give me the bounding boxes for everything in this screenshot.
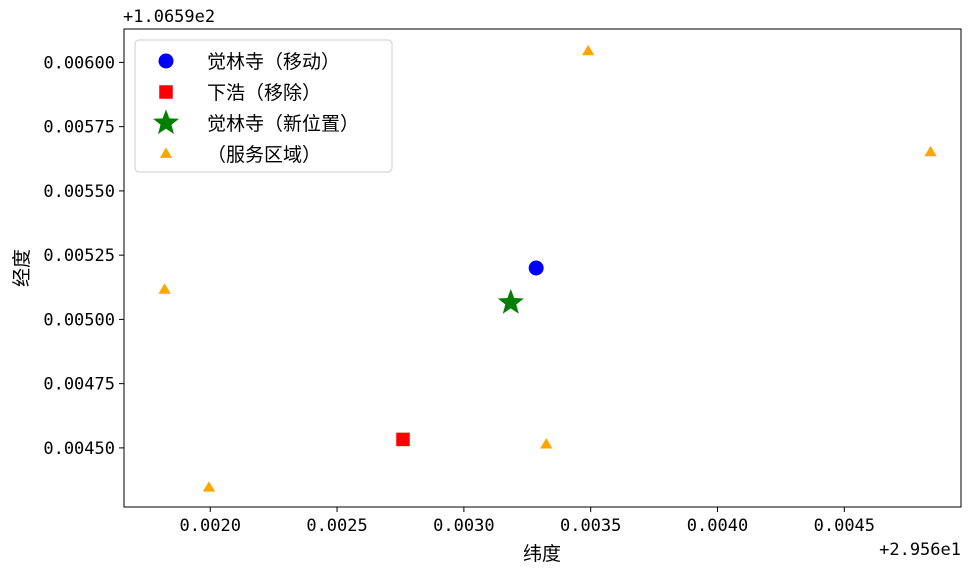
legend-marker-square — [159, 85, 173, 99]
y-tick-label: 0.00525 — [43, 246, 115, 266]
y-tick-label: 0.00500 — [43, 310, 115, 330]
data-point-star — [497, 289, 524, 314]
y-offset-label: +1.0659e2 — [123, 7, 215, 27]
x-tick-label: 0.0020 — [180, 516, 241, 536]
legend-marker-triangle — [159, 147, 173, 158]
data-point-triangle — [202, 481, 216, 492]
legend-label: 觉林寺（移动） — [207, 51, 340, 73]
x-tick-label: 0.0030 — [433, 516, 494, 536]
legend-box — [134, 39, 393, 173]
y-tick-label: 0.00475 — [43, 375, 115, 395]
x-offset-label: +2.956e1 — [879, 540, 961, 560]
y-tick-label: 0.00600 — [43, 53, 115, 73]
data-points — [158, 44, 937, 492]
data-point-square — [396, 432, 410, 447]
y-tick-label: 0.00450 — [43, 439, 115, 459]
x-axis: 0.0020 0.0025 0.0030 0.0035 0.0040 0.0045 — [180, 507, 875, 536]
data-point-triangle — [924, 145, 937, 157]
y-axis-label: 经度 — [11, 249, 33, 287]
data-point-triangle — [158, 283, 171, 294]
legend-label: （服务区域） — [207, 144, 321, 166]
x-axis-label: 纬度 — [523, 543, 561, 565]
data-point-circle — [528, 260, 544, 276]
y-tick-label: 0.00550 — [43, 182, 115, 202]
x-tick-label: 0.0040 — [687, 516, 748, 536]
legend-label: 觉林寺（新位置） — [207, 113, 359, 135]
data-point-triangle — [540, 438, 553, 449]
y-axis: 0.00450 0.00475 0.00500 0.00525 0.00550 0.005… — [43, 53, 124, 459]
data-point-triangle — [581, 44, 595, 56]
legend: 觉林寺（移动） 下浩（移除） 觉林寺（新位置） （服务区域） — [134, 39, 393, 173]
legend-marker-circle — [158, 53, 174, 69]
x-tick-label: 0.0025 — [306, 516, 367, 536]
x-tick-label: 0.0045 — [814, 516, 875, 536]
plot-area — [123, 28, 962, 508]
legend-marker-star — [153, 109, 179, 135]
y-tick-label: 0.00575 — [43, 118, 115, 138]
legend-label: 下浩（移除） — [207, 82, 321, 104]
x-tick-label: 0.0035 — [560, 516, 621, 536]
